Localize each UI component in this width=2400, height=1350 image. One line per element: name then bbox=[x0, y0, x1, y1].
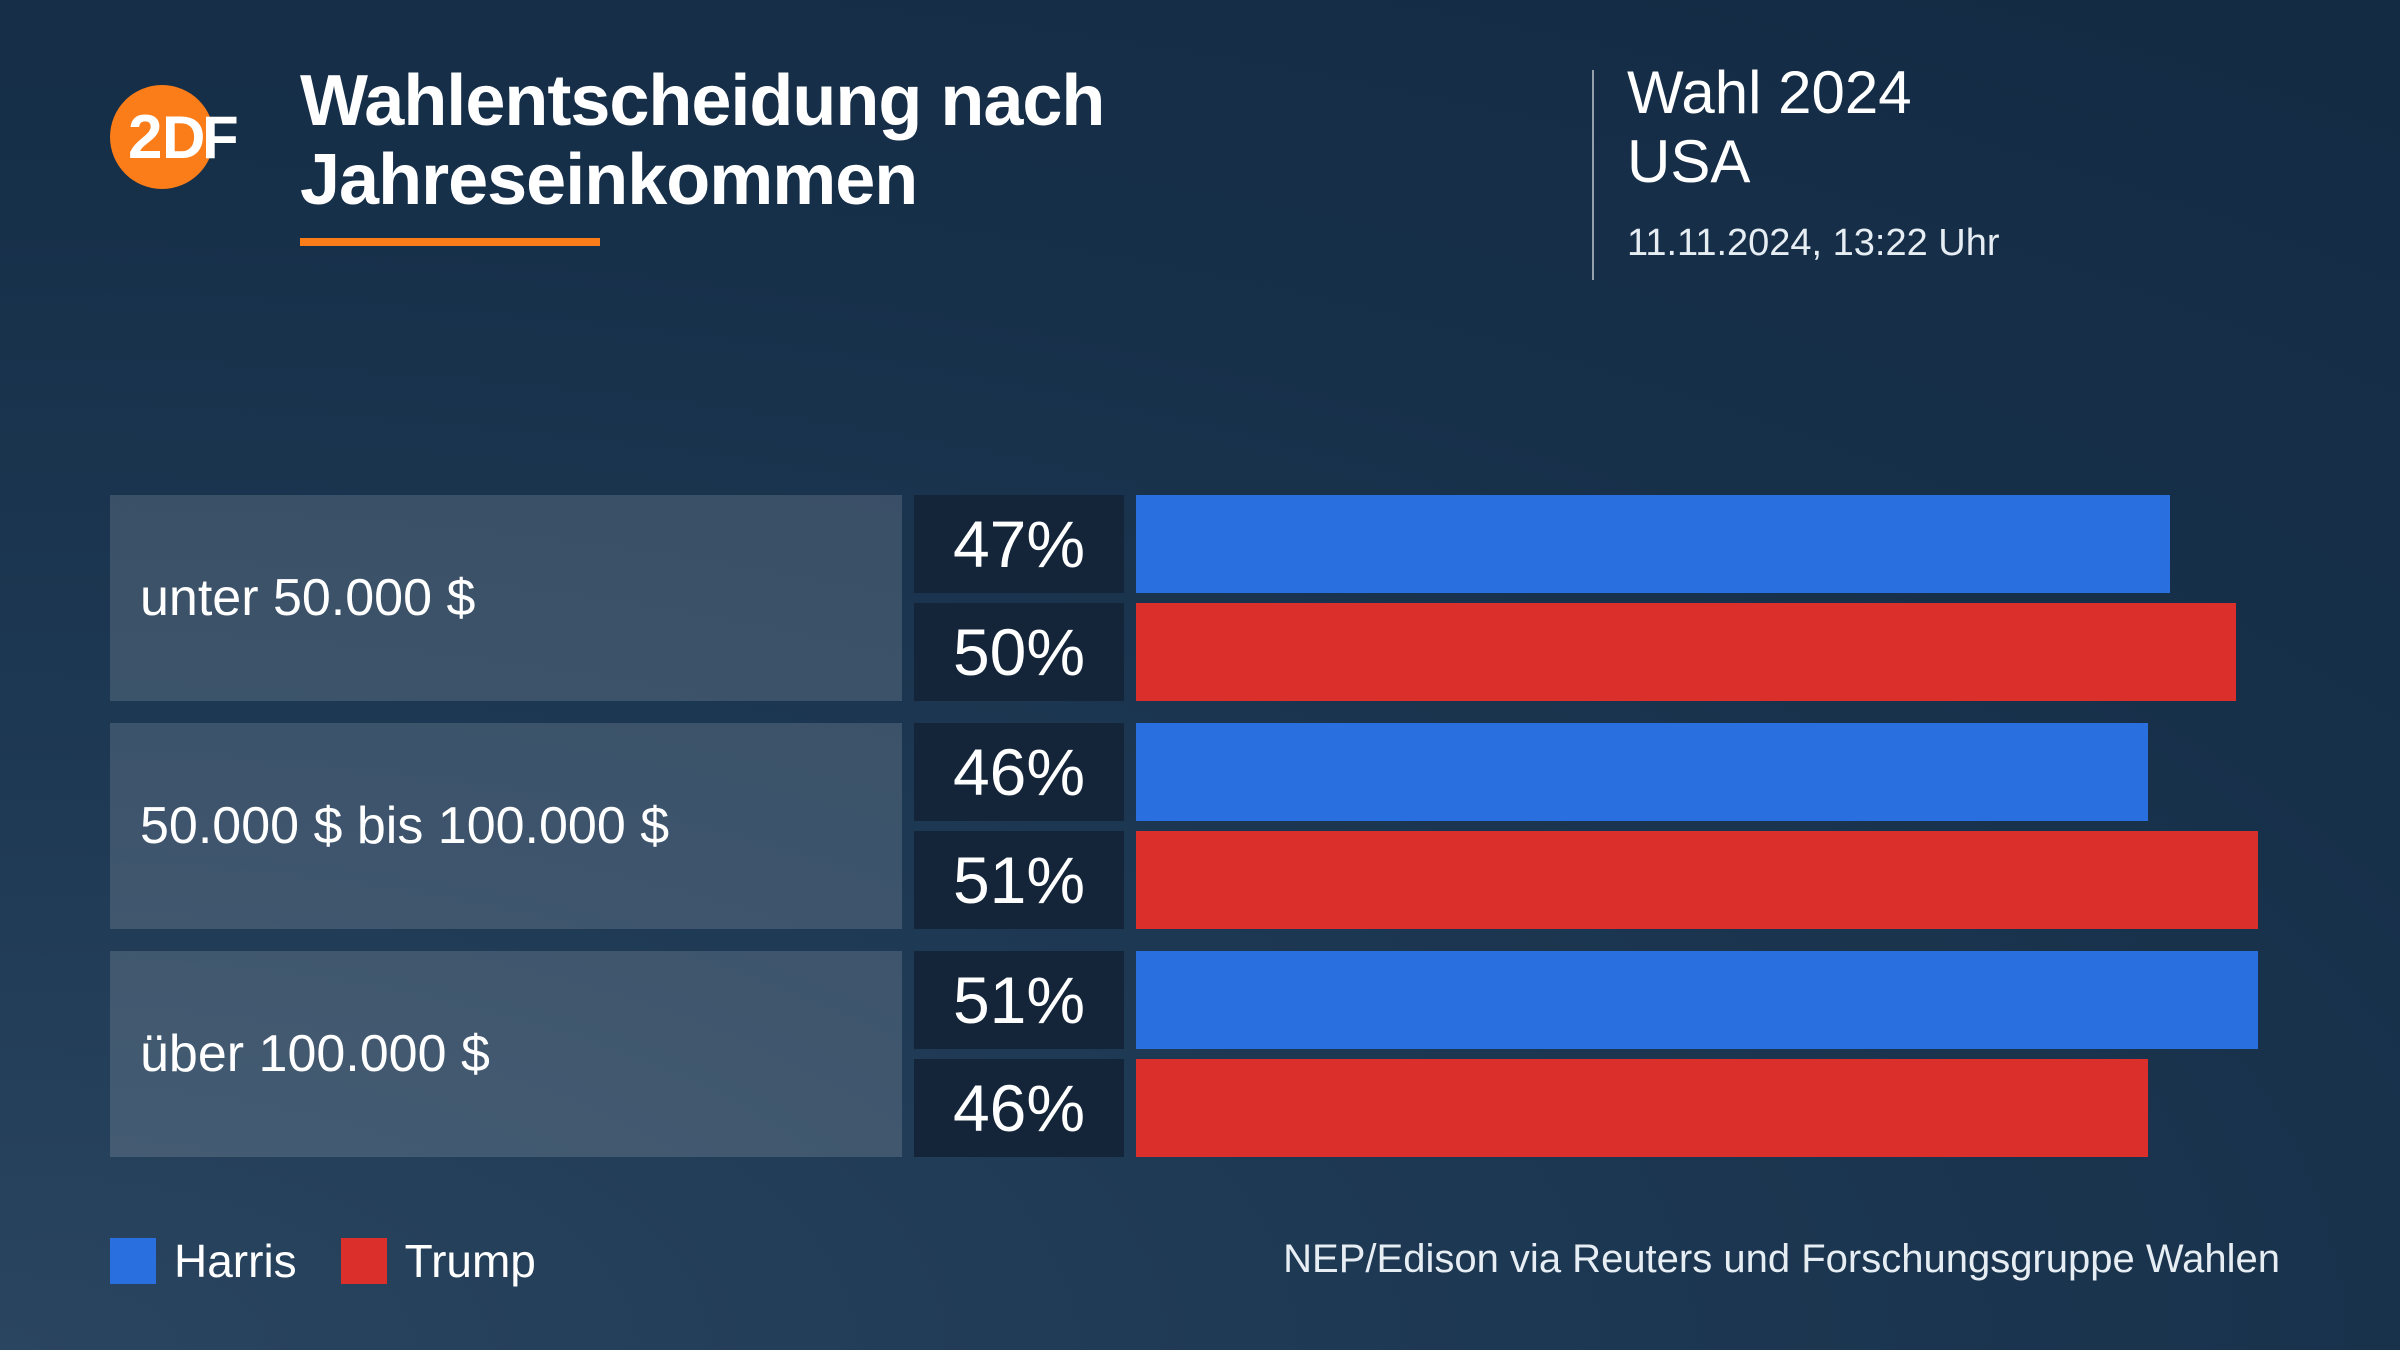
bar-track bbox=[1136, 831, 2280, 929]
bar-fill-harris bbox=[1136, 951, 2258, 1049]
bar-fill-harris bbox=[1136, 723, 2148, 821]
zdf-logo-svg: 2 D F bbox=[110, 72, 240, 202]
bar-line-harris: 51% bbox=[902, 951, 2280, 1049]
row-label: 50.000 $ bis 100.000 $ bbox=[110, 723, 902, 929]
svg-text:F: F bbox=[202, 104, 239, 171]
context-line2: USA bbox=[1627, 127, 2000, 196]
chart-title: Wahlentscheidung nach Jahreseinkommen bbox=[300, 62, 1104, 246]
bar-track bbox=[1136, 951, 2280, 1049]
svg-text:D: D bbox=[162, 104, 205, 171]
legend-label: Trump bbox=[405, 1234, 536, 1288]
bar-fill-trump bbox=[1136, 603, 2236, 701]
bar-track bbox=[1136, 723, 2280, 821]
row-bars: 47% 50% bbox=[902, 495, 2280, 701]
bar-track bbox=[1136, 1059, 2280, 1157]
bar-track bbox=[1136, 495, 2280, 593]
legend-item-trump: Trump bbox=[341, 1234, 536, 1288]
chart-title-line2: Jahreseinkommen bbox=[300, 141, 1104, 220]
context-timestamp: 11.11.2024, 13:22 Uhr bbox=[1627, 222, 2000, 265]
pct-value: 46% bbox=[914, 1059, 1124, 1157]
bar-fill-harris bbox=[1136, 495, 2170, 593]
pct-value: 50% bbox=[914, 603, 1124, 701]
source-attribution: NEP/Edison via Reuters und Forschungsgru… bbox=[1283, 1237, 2280, 1282]
bar-fill-trump bbox=[1136, 1059, 2148, 1157]
bar-fill-trump bbox=[1136, 831, 2258, 929]
chart-title-line1: Wahlentscheidung nach bbox=[300, 62, 1104, 141]
context-block: Wahl 2024 USA 11.11.2024, 13:22 Uhr bbox=[1627, 58, 2000, 265]
legend-item-harris: Harris bbox=[110, 1234, 297, 1288]
row-label: unter 50.000 $ bbox=[110, 495, 902, 701]
header-divider bbox=[1592, 70, 1594, 280]
row-bars: 51% 46% bbox=[902, 951, 2280, 1157]
bar-line-harris: 47% bbox=[902, 495, 2280, 593]
bar-line-trump: 46% bbox=[902, 1059, 2280, 1157]
bar-line-trump: 50% bbox=[902, 603, 2280, 701]
bar-line-trump: 51% bbox=[902, 831, 2280, 929]
svg-text:2: 2 bbox=[128, 103, 162, 172]
bar-track bbox=[1136, 603, 2280, 701]
chart-row: unter 50.000 $ 47% 50% bbox=[110, 495, 2280, 701]
chart-row: über 100.000 $ 51% 46% bbox=[110, 951, 2280, 1157]
row-bars: 46% 51% bbox=[902, 723, 2280, 929]
title-underline bbox=[300, 238, 600, 246]
legend-label: Harris bbox=[174, 1234, 297, 1288]
pct-value: 47% bbox=[914, 495, 1124, 593]
row-label: über 100.000 $ bbox=[110, 951, 902, 1157]
legend-swatch-harris bbox=[110, 1238, 156, 1284]
chart-row: 50.000 $ bis 100.000 $ 46% 51% bbox=[110, 723, 2280, 929]
zdf-logo: 2 D F bbox=[110, 72, 240, 202]
context-line1: Wahl 2024 bbox=[1627, 58, 2000, 127]
pct-value: 51% bbox=[914, 831, 1124, 929]
pct-value: 51% bbox=[914, 951, 1124, 1049]
income-bar-chart: unter 50.000 $ 47% 50% 50.000 $ bis 100.… bbox=[110, 495, 2280, 1179]
legend: Harris Trump bbox=[110, 1234, 536, 1288]
bar-line-harris: 46% bbox=[902, 723, 2280, 821]
pct-value: 46% bbox=[914, 723, 1124, 821]
legend-swatch-trump bbox=[341, 1238, 387, 1284]
